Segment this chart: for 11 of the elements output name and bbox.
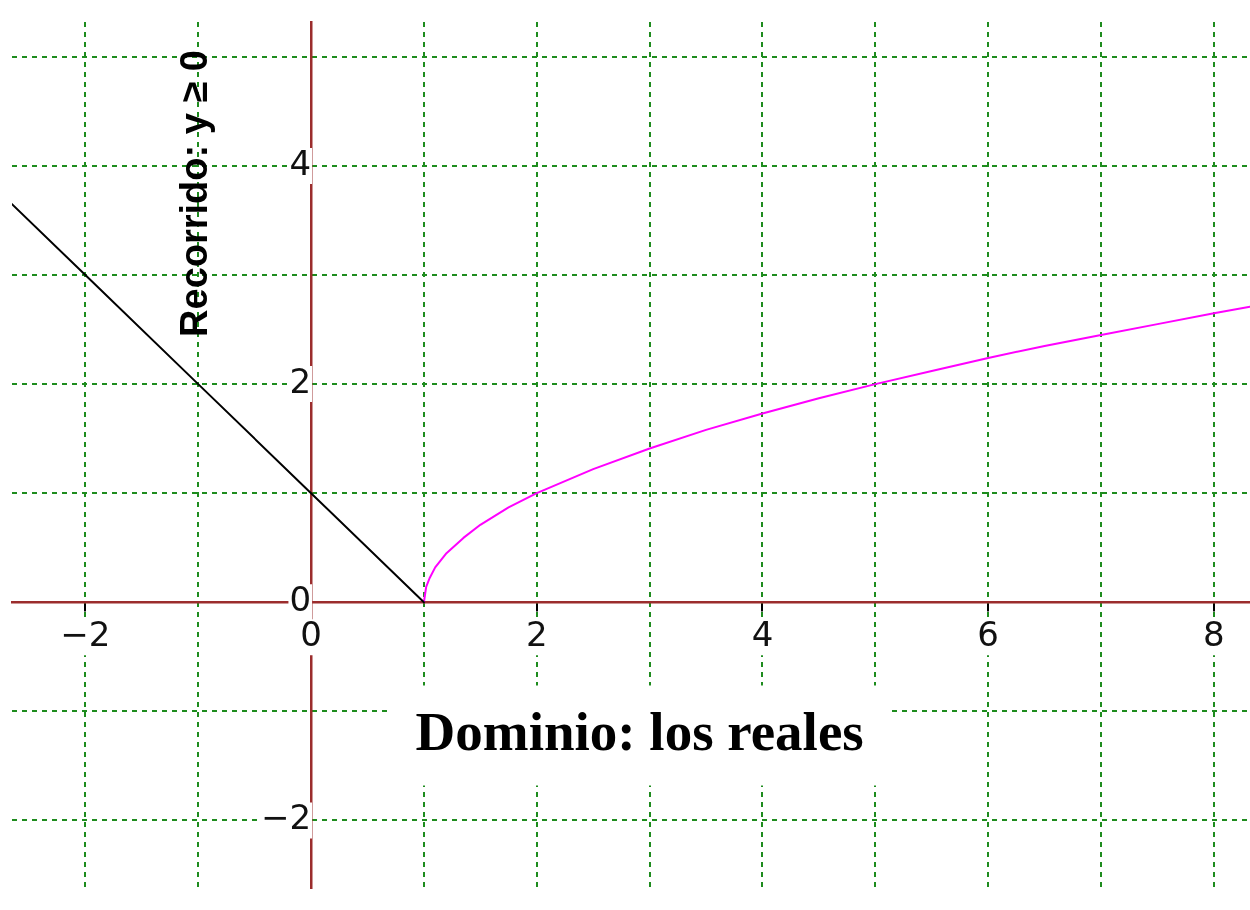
x-tick-label: 4 (751, 614, 774, 655)
annotation: Recorrido: y ≥ 0 (172, 50, 215, 337)
y-tick-label: −2 (260, 797, 312, 838)
y-tick-label: 0 (289, 579, 312, 620)
annotation: Dominio: los reales (415, 700, 864, 762)
x-tick-label: 2 (525, 614, 548, 655)
x-tick-label: 6 (977, 614, 999, 655)
y-tick-label: 2 (289, 360, 312, 401)
y-tick-label: 4 (289, 142, 312, 183)
x-tick-label: 8 (1203, 614, 1225, 655)
x-tick-label: −2 (60, 614, 111, 655)
